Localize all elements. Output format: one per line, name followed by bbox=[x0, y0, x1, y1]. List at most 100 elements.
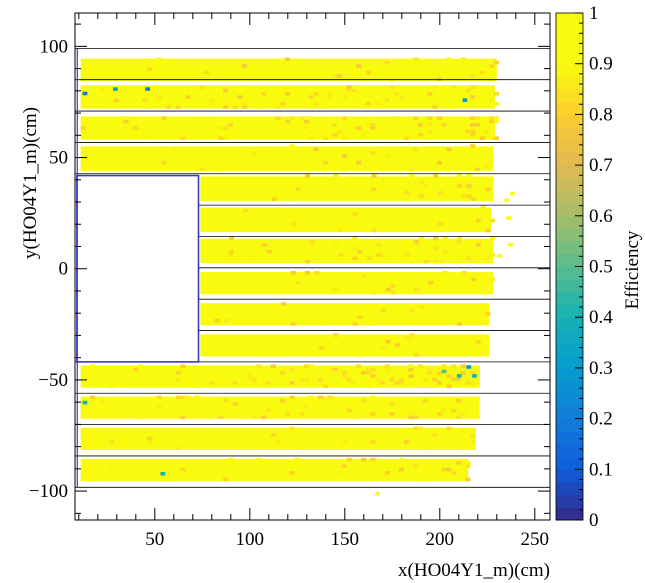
efficiency-cell bbox=[308, 367, 314, 372]
efficiency-cell bbox=[485, 243, 491, 247]
efficiency-cell bbox=[281, 302, 287, 306]
efficiency-cell bbox=[128, 123, 134, 127]
efficiency-cell bbox=[356, 412, 362, 416]
efficiency-cell bbox=[413, 95, 419, 99]
colorbar-band bbox=[556, 253, 583, 267]
efficiency-cell bbox=[470, 116, 476, 121]
x-tick-label: 100 bbox=[236, 529, 265, 550]
efficiency-cell bbox=[357, 249, 363, 254]
colorbar-band bbox=[556, 266, 583, 280]
efficiency-cell bbox=[194, 395, 200, 400]
efficiency-cell bbox=[213, 95, 219, 99]
efficiency-cell bbox=[142, 133, 148, 137]
efficiency-cell bbox=[333, 333, 339, 337]
efficiency-strip bbox=[80, 144, 493, 172]
efficiency-cell bbox=[442, 253, 448, 257]
efficiency-cell bbox=[427, 91, 433, 96]
efficiency-cell bbox=[147, 67, 153, 72]
efficiency-cell bbox=[490, 277, 496, 282]
efficiency-cell bbox=[456, 184, 462, 188]
efficiency-cell bbox=[432, 85, 438, 89]
efficiency-cell bbox=[370, 457, 376, 462]
efficiency-cell bbox=[351, 123, 357, 127]
efficiency-cell bbox=[180, 467, 186, 472]
colorbar-band bbox=[556, 13, 583, 27]
efficiency-cell bbox=[262, 243, 268, 247]
efficiency-cell bbox=[318, 116, 324, 121]
efficiency-cell bbox=[289, 74, 295, 78]
efficiency-cell bbox=[227, 367, 233, 372]
efficiency-cell bbox=[417, 471, 423, 475]
efficiency-cell bbox=[485, 256, 491, 261]
efficiency-cell bbox=[308, 95, 314, 99]
efficiency-cell bbox=[456, 174, 462, 178]
efficiency-cell bbox=[379, 164, 385, 168]
efficiency-cell bbox=[360, 457, 366, 462]
efficiency-cell bbox=[280, 398, 286, 403]
efficiency-cell bbox=[218, 381, 224, 385]
efficiency-cell bbox=[427, 367, 433, 372]
efficiency-cell bbox=[180, 395, 186, 400]
efficiency-strip bbox=[200, 174, 493, 202]
efficiency-cell bbox=[218, 60, 224, 65]
efficiency-cell bbox=[341, 116, 347, 121]
efficiency-cell bbox=[371, 228, 377, 233]
efficiency-cell bbox=[417, 381, 423, 385]
efficiency-cell bbox=[470, 101, 476, 106]
efficiency-cell bbox=[318, 395, 324, 400]
efficiency-cell bbox=[379, 474, 385, 479]
efficiency-cell bbox=[442, 243, 448, 247]
efficiency-cell bbox=[510, 191, 515, 196]
efficiency-cell bbox=[304, 259, 310, 264]
efficiency-cell bbox=[237, 439, 243, 444]
efficiency-cell bbox=[170, 147, 176, 152]
plot-frame bbox=[74, 12, 551, 521]
efficiency-cell bbox=[508, 242, 513, 247]
efficiency-cell bbox=[436, 116, 442, 121]
efficiency-cell bbox=[313, 91, 319, 96]
efficiency-cell bbox=[132, 367, 138, 372]
efficiency-cell bbox=[433, 256, 439, 261]
efficiency-cell bbox=[341, 129, 347, 134]
efficiency-cell bbox=[422, 123, 428, 127]
efficiency-cell bbox=[185, 95, 191, 99]
efficiency-cell bbox=[437, 190, 443, 195]
efficiency-cell bbox=[365, 384, 371, 388]
efficiency-cell bbox=[156, 395, 162, 400]
efficiency-cell bbox=[489, 98, 495, 103]
efficiency-cell bbox=[489, 116, 495, 121]
efficiency-cell bbox=[451, 377, 457, 382]
efficiency-cell bbox=[456, 236, 462, 241]
efficiency-cell bbox=[384, 154, 390, 158]
efficiency-cell bbox=[404, 190, 410, 195]
efficiency-cell bbox=[313, 381, 319, 385]
efficiency-cell bbox=[337, 74, 343, 78]
efficiency-cell bbox=[365, 101, 371, 106]
efficiency-cell bbox=[437, 259, 443, 264]
colorbar-tick-label: 0.5 bbox=[589, 257, 613, 278]
efficiency-cell bbox=[360, 398, 366, 403]
efficiency-cell bbox=[442, 270, 448, 275]
colorbar-band bbox=[556, 317, 583, 331]
efficiency-cell bbox=[180, 136, 186, 141]
efficiency-cell bbox=[351, 88, 357, 93]
efficiency-cell bbox=[313, 377, 319, 382]
efficiency-cell bbox=[332, 74, 338, 78]
efficiency-cell bbox=[204, 116, 210, 121]
efficiency-cell bbox=[493, 136, 499, 141]
efficiency-cell bbox=[433, 246, 439, 251]
colorbar-tick-label: 0.1 bbox=[589, 459, 613, 480]
efficiency-cell bbox=[470, 129, 476, 134]
efficiency-cell bbox=[137, 364, 143, 368]
efficiency-cell bbox=[99, 88, 105, 93]
efficiency-cell bbox=[308, 129, 314, 134]
efficiency-cell bbox=[451, 85, 457, 89]
efficiency-cell bbox=[194, 126, 200, 131]
efficiency-cell bbox=[319, 346, 325, 351]
colorbar-band bbox=[556, 481, 583, 496]
efficiency-cell bbox=[423, 184, 429, 188]
efficiency-cell bbox=[493, 101, 499, 106]
efficiency-cell bbox=[322, 160, 328, 165]
efficiency-cell bbox=[303, 119, 309, 124]
efficiency-cell bbox=[442, 236, 448, 241]
